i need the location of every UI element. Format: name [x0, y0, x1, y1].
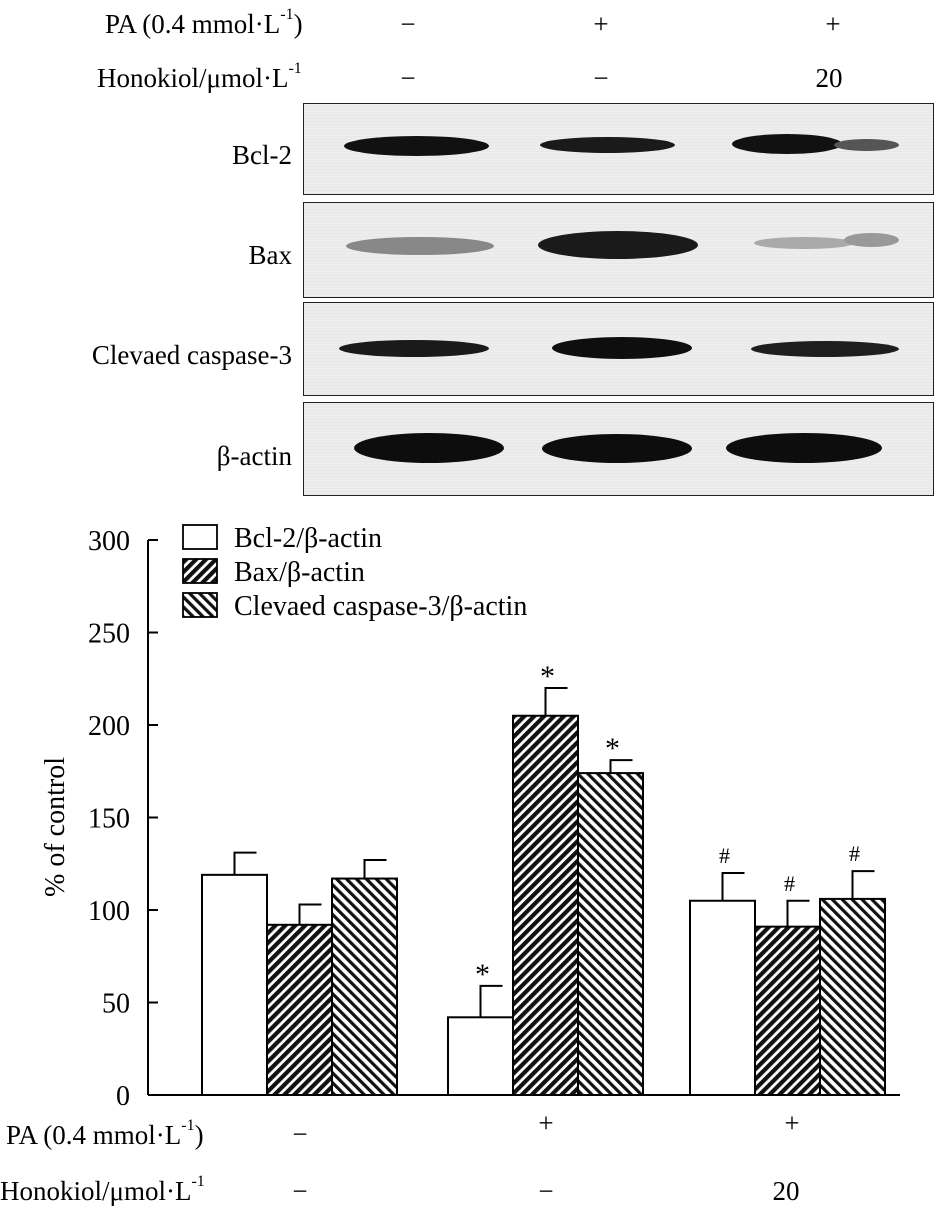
- blot-band: [540, 137, 675, 153]
- significance-marker: #: [849, 841, 860, 866]
- blot-row-label: Clevaed caspase-3: [91, 340, 292, 370]
- blot-band: [732, 134, 842, 154]
- blot-band: [552, 337, 692, 359]
- y-tick-label: 200: [88, 711, 130, 742]
- blot-band: [339, 340, 489, 357]
- legend-swatch: [182, 592, 218, 618]
- blot-band: [726, 433, 882, 463]
- x-honokiol-label: Honokiol/μmol·L-1: [0, 1173, 205, 1207]
- blot-honokiol-value: −: [593, 63, 609, 93]
- blot-honokiol-value: 20: [815, 63, 843, 93]
- blot-panel-bcl2: [303, 103, 934, 195]
- x-pa-label: PA (0.4 mmol·L-1): [6, 1117, 204, 1151]
- blot-honokiol-label: Honokiol/μmol·L-1: [97, 60, 302, 94]
- bar: [754, 925, 821, 1096]
- legend-label: Bcl-2/β-actin: [234, 523, 382, 554]
- y-tick-label: 100: [88, 896, 130, 927]
- y-tick-label: 0: [116, 1081, 130, 1112]
- x-honokiol-value: 20: [772, 1176, 800, 1206]
- blot-band: [538, 231, 698, 259]
- blot-band: [751, 341, 899, 357]
- significance-marker: *: [605, 732, 620, 765]
- blot-row-label: β-actin: [216, 441, 292, 471]
- blot-band: [354, 433, 504, 463]
- x-honokiol-value: −: [538, 1176, 554, 1206]
- blot-panel-actin: [303, 402, 934, 496]
- bar: [266, 923, 333, 1096]
- blot-band: [834, 139, 899, 151]
- blot-pa-value: +: [825, 9, 841, 39]
- significance-marker: *: [540, 660, 555, 693]
- blot-band: [754, 237, 854, 249]
- bar: [201, 873, 268, 1096]
- blot-pa-value: −: [400, 9, 416, 39]
- bar: [331, 877, 398, 1096]
- blot-pa-label: PA (0.4 mmol·L-1): [105, 6, 303, 40]
- x-pa-value: +: [784, 1108, 800, 1138]
- blot-row-label: Bax: [248, 240, 293, 270]
- legend-swatch: [182, 524, 218, 550]
- bar: [689, 899, 756, 1096]
- blot-panel-bax: [303, 202, 934, 298]
- bar: [447, 1016, 514, 1096]
- blot-band: [844, 233, 899, 247]
- significance-marker: #: [719, 843, 730, 868]
- y-tick-label: 250: [88, 619, 130, 650]
- bar: [819, 897, 886, 1096]
- blot-honokiol-value: −: [400, 63, 416, 93]
- blot-band: [542, 434, 692, 463]
- y-axis-label: % of control: [40, 757, 71, 897]
- blot-pa-value: +: [593, 9, 609, 39]
- blot-band: [346, 237, 494, 255]
- x-honokiol-value: −: [292, 1176, 308, 1206]
- x-pa-value: +: [538, 1108, 554, 1138]
- y-tick-label: 300: [88, 526, 130, 557]
- legend-swatch: [182, 558, 218, 584]
- legend-label: Bax/β-actin: [234, 557, 365, 588]
- bar: [577, 772, 644, 1096]
- significance-marker: *: [475, 958, 490, 991]
- blot-panel-caspase3: [303, 302, 934, 396]
- blot-band: [344, 136, 489, 156]
- blot-row-label: Bcl-2: [232, 140, 292, 170]
- bar: [512, 714, 579, 1096]
- chart-bars: * # * # * #: [201, 660, 886, 1096]
- x-pa-value: −: [292, 1119, 308, 1149]
- bar-chart: 0 50 100 150 200 250 300 * # * # * # Bcl-2/β-actinB…: [40, 523, 900, 1112]
- y-tick-label: 50: [102, 989, 130, 1020]
- y-tick-label: 150: [88, 804, 130, 835]
- legend-label: Clevaed caspase-3/β-actin: [234, 591, 527, 622]
- significance-marker: #: [784, 871, 795, 896]
